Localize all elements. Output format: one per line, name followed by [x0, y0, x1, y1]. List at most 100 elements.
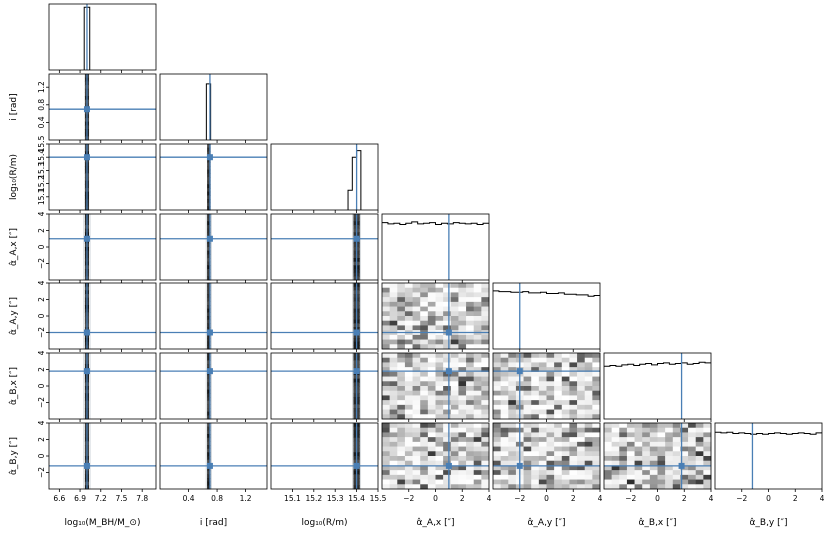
density-cell: [554, 395, 563, 401]
density-cell: [427, 446, 436, 452]
density-cell: [473, 344, 482, 350]
density-cell: [561, 357, 570, 363]
density-cell: [508, 479, 517, 485]
density-cell: [538, 484, 547, 490]
density-cell: [473, 301, 482, 307]
density-cell: [397, 484, 406, 490]
density-cell: [420, 395, 429, 401]
density-cell: [531, 367, 540, 373]
density-cell: [619, 423, 628, 429]
truth-marker: [83, 462, 90, 469]
density-cell: [458, 287, 467, 293]
density-cell: [450, 311, 459, 317]
density-cell: [207, 180, 211, 185]
density-cell: [642, 470, 651, 476]
density-cell: [473, 376, 482, 382]
density-cell: [538, 423, 547, 429]
density-cell: [458, 344, 467, 350]
density-cell: [207, 184, 211, 189]
density-cell: [584, 390, 593, 396]
density-cell: [649, 432, 658, 438]
density-cell: [538, 470, 547, 476]
density-cell: [680, 479, 689, 485]
density-cell: [435, 404, 444, 410]
density-cell: [584, 404, 593, 410]
truth-marker: [206, 329, 213, 336]
density-cell: [404, 414, 413, 420]
y-axis-label-aBy: α̂_B,y [″]: [8, 437, 19, 475]
panel-aAy-aBx: [492, 352, 601, 422]
density-cell: [427, 367, 436, 373]
density-cell: [584, 437, 593, 443]
x-tick-label-logM: 7.5: [116, 494, 128, 503]
density-cell: [493, 414, 501, 420]
panel-frame: [270, 352, 379, 420]
density-cell: [397, 386, 406, 392]
density-cell: [577, 395, 586, 401]
density-cell: [473, 456, 482, 462]
density-cell: [473, 423, 482, 429]
density-cell: [427, 437, 436, 443]
density-cell: [538, 446, 547, 452]
density-cell: [458, 432, 467, 438]
density-cell: [473, 446, 482, 452]
density-cell: [397, 479, 406, 485]
density-cell: [420, 357, 429, 363]
density-cell: [473, 334, 482, 340]
density-cell: [672, 437, 681, 443]
x-tick-label-aBy: 2: [793, 494, 798, 503]
density-cell: [435, 334, 444, 340]
density-cell: [404, 451, 413, 457]
density-cell: [420, 344, 429, 350]
panel-frame: [159, 282, 268, 350]
panel-frame: [159, 73, 268, 141]
density-cell: [481, 306, 490, 312]
density-cell: [389, 301, 398, 307]
density-cell: [508, 353, 517, 359]
y-tick-label-aBy: 2: [37, 437, 46, 442]
density-cell: [523, 441, 532, 447]
density-cell: [569, 400, 578, 406]
density-cell: [611, 423, 620, 429]
density-cell: [207, 195, 211, 200]
density-cell: [473, 395, 482, 401]
density-cell: [412, 334, 421, 340]
density-cell: [688, 470, 697, 476]
density-cell: [569, 371, 578, 377]
density-cell: [611, 441, 620, 447]
density-cell: [508, 427, 517, 433]
panel-logM-aAy: [46, 282, 157, 352]
density-cell: [481, 451, 490, 457]
density-cell: [531, 465, 540, 471]
density-cell: [389, 474, 398, 480]
density-cell: [466, 325, 475, 331]
density-cell: [382, 437, 390, 443]
density-cell: [427, 320, 436, 326]
density-cell: [500, 362, 509, 368]
density-cell: [412, 474, 421, 480]
density-cell: [207, 448, 211, 453]
density-cell: [397, 287, 406, 293]
density-cell: [207, 283, 211, 288]
density-cell: [389, 446, 398, 452]
density-cell: [404, 362, 413, 368]
density-cell: [207, 169, 211, 174]
density-cell: [604, 460, 612, 466]
density-cell: [450, 381, 459, 387]
density-cell: [592, 432, 601, 438]
density-cell: [382, 432, 390, 438]
truth-marker: [445, 329, 452, 336]
density-cell: [481, 316, 490, 322]
density-cell: [569, 470, 578, 476]
density-cell: [523, 456, 532, 462]
density-cell: [500, 479, 509, 485]
density-cell: [592, 381, 601, 387]
density-cell: [420, 423, 429, 429]
density-cell: [554, 353, 563, 359]
density-cell: [493, 409, 501, 415]
density-cell: [649, 460, 658, 466]
density-cell: [397, 353, 406, 359]
density-cell: [458, 334, 467, 340]
density-cell: [493, 479, 501, 485]
